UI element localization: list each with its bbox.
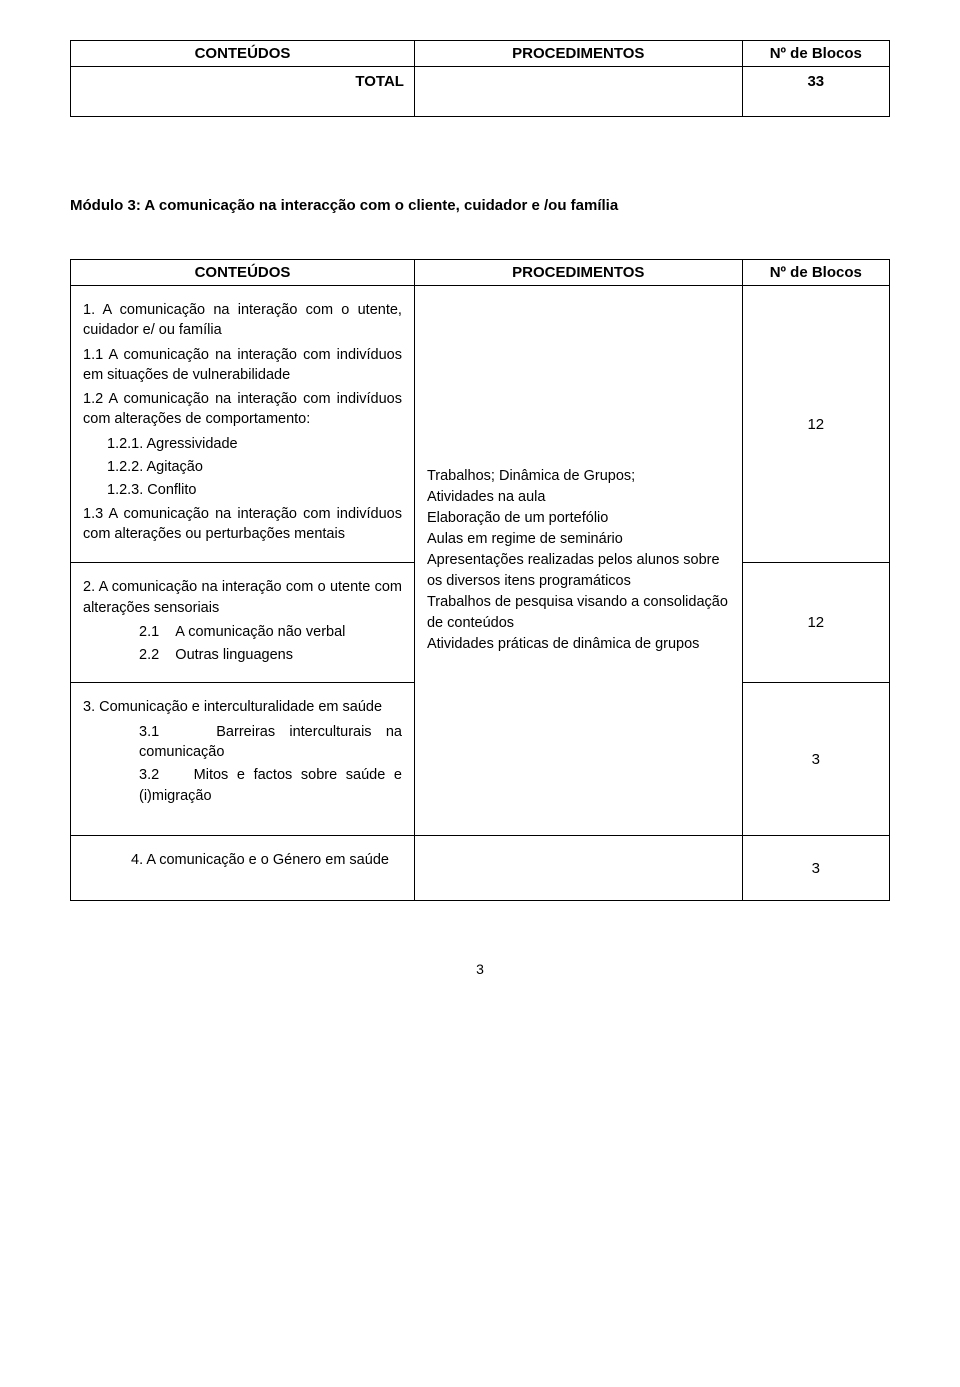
item-2-2-text: Outras linguagens: [175, 647, 293, 663]
page-number: 3: [70, 961, 890, 977]
item-2-1-num: 2.1: [139, 622, 159, 642]
total-label: TOTAL: [71, 67, 415, 117]
col2-header-blocos: Nº de Blocos: [742, 260, 889, 286]
proc-line-7: Atividades práticas de dinâmica de grupo…: [427, 634, 730, 655]
main-header-row: CONTEÚDOS PROCEDIMENTOS Nº de Blocos: [71, 260, 890, 286]
col2-header-procedimentos: PROCEDIMENTOS: [414, 260, 742, 286]
total-row: TOTAL 33: [71, 67, 890, 117]
module-title: Módulo 3: A comunicação na interacção co…: [70, 197, 890, 214]
item-3-2-num: 3.2: [139, 765, 159, 785]
col-header-procedimentos: PROCEDIMENTOS: [414, 41, 742, 67]
content-cell-2: 2. A comunicação na interação com o uten…: [71, 563, 415, 683]
item-3-1: 3.1 Barreiras interculturais na comunica…: [83, 722, 402, 763]
item-1-1: 1.1 A comunicação na interação com indiv…: [83, 345, 402, 386]
procedures-cell-4: [414, 835, 742, 900]
item-3-2-text: Mitos e factos sobre saúde e (i)migração: [139, 767, 402, 803]
item-3-2: 3.2 Mitos e factos sobre saúde e (i)migr…: [83, 765, 402, 806]
proc-line-6: Trabalhos de pesquisa visando a consolid…: [427, 592, 730, 634]
item-1-2-1: 1.2.1. Agressividade: [83, 434, 402, 454]
top-header-row: CONTEÚDOS PROCEDIMENTOS Nº de Blocos: [71, 41, 890, 67]
main-table: CONTEÚDOS PROCEDIMENTOS Nº de Blocos 1. …: [70, 259, 890, 901]
proc-line-1: Trabalhos; Dinâmica de Grupos;: [427, 466, 730, 487]
total-empty-cell: [414, 67, 742, 117]
item-2-1: 2.1 A comunicação não verbal: [83, 622, 402, 642]
col2-header-conteudos: CONTEÚDOS: [71, 260, 415, 286]
item-1-2-2: 1.2.2. Agitação: [83, 457, 402, 477]
item-3: 3. Comunicação e interculturalidade em s…: [83, 697, 402, 717]
col-header-blocos: Nº de Blocos: [742, 41, 889, 67]
content-row-1: 1. A comunicação na interação com o uten…: [71, 286, 890, 563]
item-1-3: 1.3 A comunicação na interação com indiv…: [83, 504, 402, 545]
col-header-conteudos: CONTEÚDOS: [71, 41, 415, 67]
item-2-2: 2.2 Outras linguagens: [83, 645, 402, 665]
content-cell-4: 4. A comunicação e o Género em saúde: [71, 835, 415, 900]
item-1-2-3: 1.2.3. Conflito: [83, 480, 402, 500]
proc-line-4: Aulas em regime de seminário: [427, 529, 730, 550]
content-cell-1: 1. A comunicação na interação com o uten…: [71, 286, 415, 563]
blocks-cell-4: 3: [742, 835, 889, 900]
blocks-cell-3: 3: [742, 683, 889, 835]
proc-line-5: Apresentações realizadas pelos alunos so…: [427, 550, 730, 592]
blocks-cell-2: 12: [742, 563, 889, 683]
item-2: 2. A comunicação na interação com o uten…: [83, 577, 402, 618]
item-4: 4. A comunicação e o Género em saúde: [131, 850, 402, 870]
proc-line-2: Atividades na aula: [427, 487, 730, 508]
content-row-4: 4. A comunicação e o Género em saúde 3: [71, 835, 890, 900]
item-1-2: 1.2 A comunicação na interação com indiv…: [83, 389, 402, 430]
item-3-1-text: Barreiras interculturais na comunicação: [139, 724, 402, 760]
item-2-2-num: 2.2: [139, 645, 159, 665]
item-2-1-text: A comunicação não verbal: [175, 624, 345, 640]
top-table: CONTEÚDOS PROCEDIMENTOS Nº de Blocos TOT…: [70, 40, 890, 117]
item-3-1-num: 3.1: [139, 722, 159, 742]
item-1: 1. A comunicação na interação com o uten…: [83, 300, 402, 341]
blocks-cell-1: 12: [742, 286, 889, 563]
procedures-cell: Trabalhos; Dinâmica de Grupos; Atividade…: [414, 286, 742, 836]
total-value: 33: [742, 67, 889, 117]
proc-line-3: Elaboração de um portefólio: [427, 508, 730, 529]
content-cell-3: 3. Comunicação e interculturalidade em s…: [71, 683, 415, 835]
